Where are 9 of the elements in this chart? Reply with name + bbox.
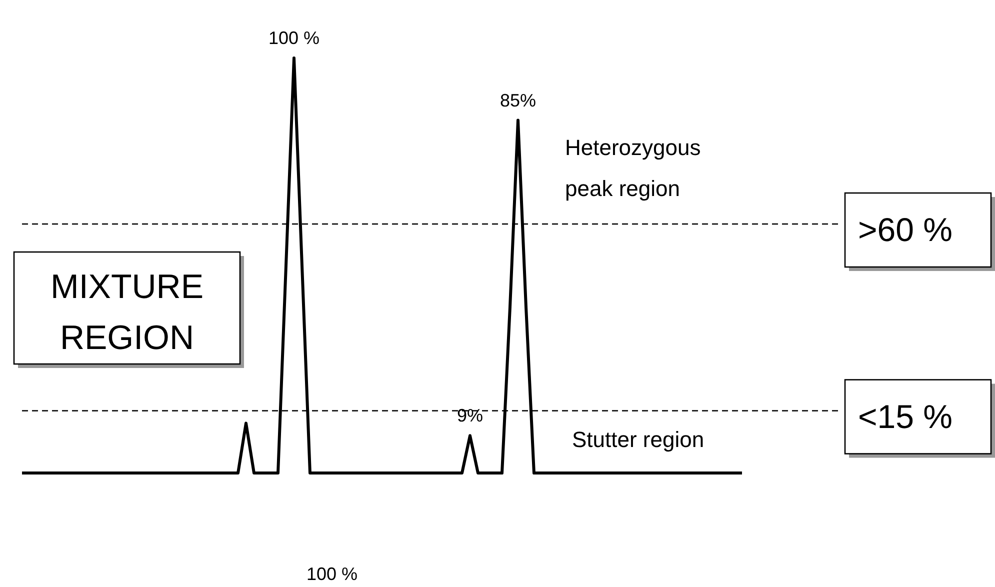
text: 100 % xyxy=(306,564,358,584)
ref-line-label: <15 % xyxy=(858,398,952,435)
annotation: Heterozygous peak region xyxy=(565,135,701,201)
data-label: 100 % xyxy=(268,28,320,48)
ref-line-label: >60 % xyxy=(858,211,952,248)
data-label: 85% xyxy=(500,90,536,110)
annotation: Stutter region xyxy=(572,427,704,452)
data-label: 9% xyxy=(456,406,484,426)
annotation: MIXTURE REGION xyxy=(50,268,204,357)
